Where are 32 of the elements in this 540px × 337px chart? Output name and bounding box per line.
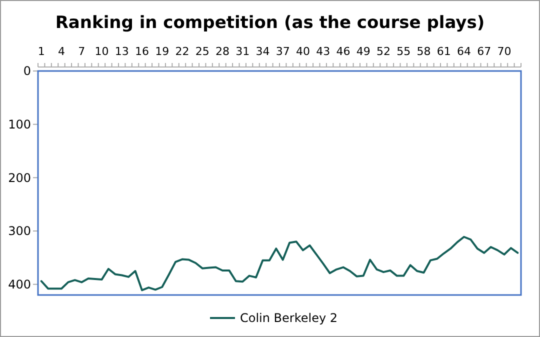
x-tick-label: 40 — [296, 45, 310, 58]
x-tick-label: 28 — [215, 45, 230, 58]
y-tick-label: 0 — [23, 64, 31, 78]
line-series — [40, 236, 519, 292]
x-tick-label: 46 — [336, 45, 350, 58]
x-tick-label: 58 — [416, 45, 431, 58]
x-tick-label: 22 — [175, 45, 190, 58]
x-tick-label: 64 — [456, 45, 471, 58]
x-tick-label: 31 — [236, 45, 250, 58]
y-tick-label: 200 — [8, 170, 31, 185]
x-tick-label: 1 — [38, 45, 45, 58]
x-tick-label: 10 — [94, 45, 109, 58]
x-tick-label: 61 — [436, 45, 451, 58]
x-tick-label: 70 — [497, 45, 512, 58]
x-tick-label: 4 — [58, 45, 65, 58]
chart-title: Ranking in competition (as the course plays) — [55, 13, 485, 33]
x-tick-label: 52 — [376, 45, 390, 58]
x-tick-label: 7 — [78, 45, 86, 58]
y-tick-label: 300 — [8, 224, 31, 238]
x-tick-label: 49 — [356, 45, 370, 58]
x-tick-label: 34 — [256, 45, 270, 58]
x-tick-label: 13 — [114, 45, 129, 58]
x-tick-label: 16 — [134, 45, 149, 58]
legend-label: Colin Berkeley 2 — [240, 311, 338, 326]
y-tick-label: 400 — [8, 278, 31, 292]
y-tick-label: 100 — [8, 118, 31, 132]
x-tick-label: 37 — [276, 45, 290, 58]
x-tick-label: 19 — [155, 45, 170, 58]
x-tick-label: 43 — [316, 45, 330, 58]
x-tick-label: 25 — [195, 45, 210, 58]
x-tick-label: 55 — [396, 45, 411, 58]
x-tick-label: 67 — [477, 45, 492, 58]
